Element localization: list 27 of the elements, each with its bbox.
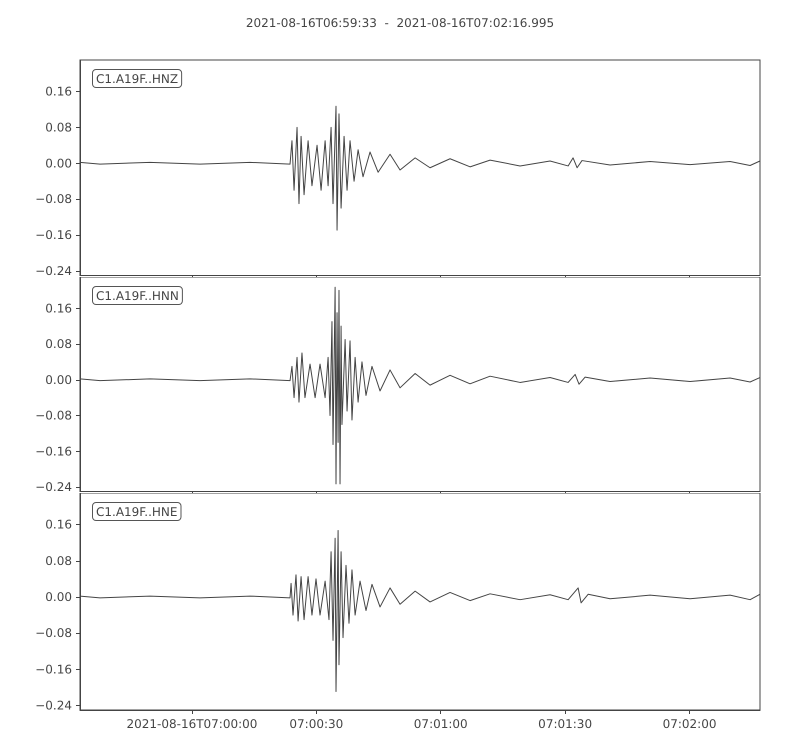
y-tick-label: 0.16	[45, 84, 72, 98]
y-tick-label: 0.00	[45, 590, 72, 604]
y-tick-label: −0.08	[35, 626, 72, 640]
y-tick-label: −0.08	[35, 408, 72, 423]
y-tick-label: −0.16	[35, 228, 72, 242]
y-tick-label: −0.08	[35, 192, 72, 206]
y-tick-label: 0.00	[45, 372, 72, 387]
y-tick-label: 0.00	[45, 156, 72, 170]
x-tick-label: 07:01:00	[414, 717, 468, 731]
x-tick-label: 2021-08-16T07:00:00	[126, 717, 258, 731]
annotation: C1.A19F..HNN	[96, 289, 179, 303]
annotation: C1.A19F..HNZ	[96, 72, 178, 86]
y-tick-label: 0.08	[45, 554, 72, 568]
x-tick-label: 07:00:30	[289, 717, 344, 731]
y-tick-label: −0.24	[35, 698, 72, 712]
x-tick-label: 07:01:30	[538, 717, 592, 731]
y-tick-label: 0.16	[45, 518, 72, 532]
y-tick-label: 0.08	[45, 120, 72, 134]
y-tick-label: 0.08	[45, 337, 72, 352]
y-tick-label: 0.16	[45, 301, 72, 316]
y-tick-label: −0.16	[35, 662, 72, 676]
y-tick-label: −0.24	[35, 480, 72, 494]
chart-title: 2021-08-16T06:59:33 - 2021-08-16T07:02:16.995	[246, 16, 554, 30]
x-tick-label: 07:02:00	[662, 717, 716, 731]
y-tick-label: −0.16	[35, 444, 72, 458]
annotation: C1.A19F..HNE	[96, 505, 178, 519]
y-tick-label: −0.24	[35, 264, 72, 278]
